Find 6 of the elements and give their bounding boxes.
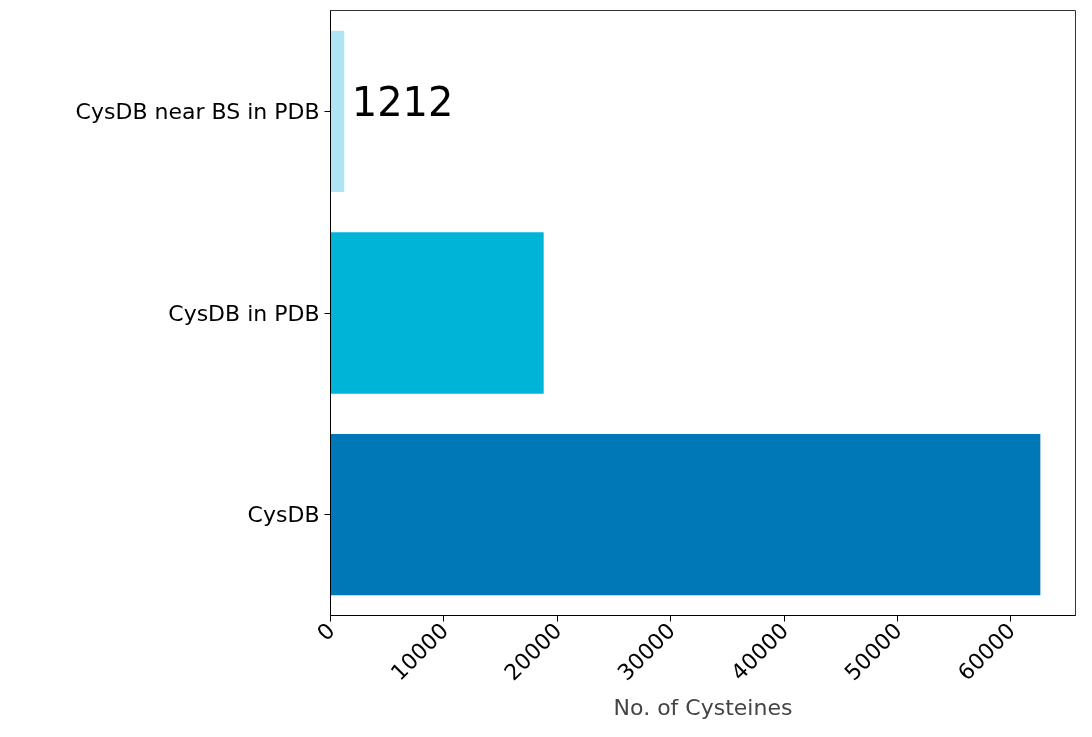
y-tick-label: CysDB in PDB	[168, 300, 320, 326]
y-tick-label: CysDB near BS in PDB	[75, 98, 320, 124]
x-tick-label: 0	[312, 618, 340, 646]
y-tick-label: CysDB	[247, 502, 320, 528]
x-axis-title: No. of Cysteines	[613, 695, 793, 721]
data-label: 1212	[351, 79, 454, 126]
